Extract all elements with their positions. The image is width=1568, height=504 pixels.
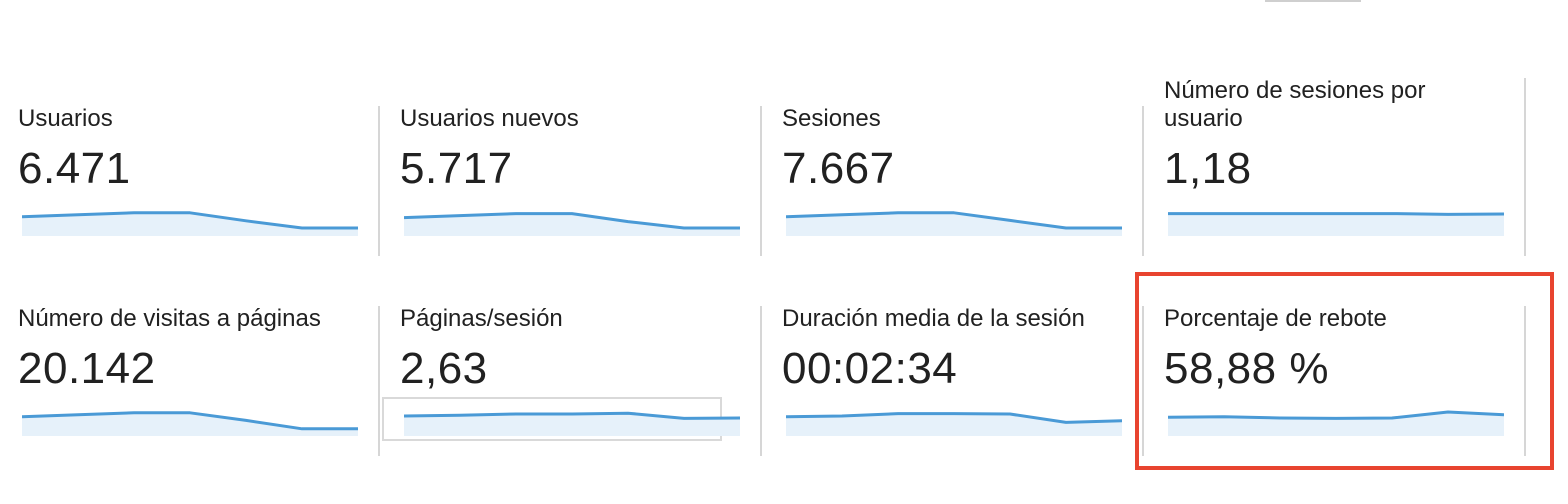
metric-sesiones-por-usuario[interactable]: Número de sesiones por usuario 1,18	[1164, 76, 1506, 256]
sparkline-line	[404, 411, 740, 420]
sparkline-line	[404, 212, 740, 230]
metric-value: 1,18	[1164, 144, 1252, 193]
metric-title: Usuarios nuevos	[400, 105, 579, 132]
column-divider	[760, 106, 762, 256]
sparkline-area	[1168, 213, 1504, 236]
sparkline-chart	[22, 211, 358, 236]
column-divider	[760, 306, 762, 456]
metric-usuarios-nuevos[interactable]: Usuarios nuevos 5.717	[400, 76, 742, 256]
column-divider	[378, 106, 380, 256]
sparkline-line	[786, 211, 1122, 230]
sparkline-chart	[22, 411, 358, 436]
metric-duracion-media[interactable]: Duración media de la sesión 00:02:34	[782, 276, 1124, 456]
metric-value: 58,88 %	[1164, 344, 1329, 393]
metric-title: Porcentaje de rebote	[1164, 305, 1387, 332]
metric-usuarios[interactable]: Usuarios 6.471	[18, 76, 360, 256]
column-divider	[1142, 306, 1144, 456]
metric-title: Usuarios	[18, 105, 113, 132]
sparkline-chart	[404, 212, 740, 236]
sparkline-line	[22, 411, 358, 431]
sparkline-area	[22, 412, 358, 436]
sparkline-line	[22, 211, 358, 230]
metric-porcentaje-rebote[interactable]: Porcentaje de rebote 58,88 %	[1164, 276, 1506, 456]
column-divider	[1142, 106, 1144, 256]
metric-title: Sesiones	[782, 105, 881, 132]
column-divider	[1524, 78, 1526, 256]
metric-title: Número de sesiones por usuario	[1164, 77, 1426, 132]
sparkline-chart	[1168, 212, 1504, 236]
sparkline-line	[1168, 212, 1504, 216]
metric-title: Páginas/sesión	[400, 305, 563, 332]
sparkline-area	[404, 213, 740, 236]
metric-sesiones[interactable]: Sesiones 7.667	[782, 76, 1124, 256]
sparkline-area	[786, 212, 1122, 236]
metric-value: 5.717	[400, 144, 513, 193]
column-divider	[1524, 306, 1526, 456]
sparkline-chart	[786, 412, 1122, 436]
metric-title: Duración media de la sesión	[782, 305, 1085, 332]
highlight-annotation-box	[1135, 272, 1554, 470]
metric-value: 00:02:34	[782, 344, 958, 393]
metric-value: 20.142	[18, 344, 156, 393]
column-divider	[378, 306, 380, 456]
metric-value: 2,63	[400, 344, 488, 393]
metric-visitas-paginas[interactable]: Número de visitas a páginas 20.142	[18, 276, 360, 456]
sparkline-chart	[786, 211, 1122, 236]
metric-value: 7.667	[782, 144, 895, 193]
sparkline-chart	[404, 411, 740, 436]
sparkline-line	[1168, 410, 1504, 420]
sparkline-chart	[1168, 410, 1504, 436]
top-tab-indicator	[1265, 0, 1361, 2]
sparkline-area	[404, 413, 740, 436]
metric-value: 6.471	[18, 144, 131, 193]
metric-title: Número de visitas a páginas	[18, 305, 321, 332]
sparkline-area	[22, 212, 358, 236]
metric-paginas-sesion[interactable]: Páginas/sesión 2,63	[400, 276, 742, 456]
sparkline-line	[786, 412, 1122, 424]
